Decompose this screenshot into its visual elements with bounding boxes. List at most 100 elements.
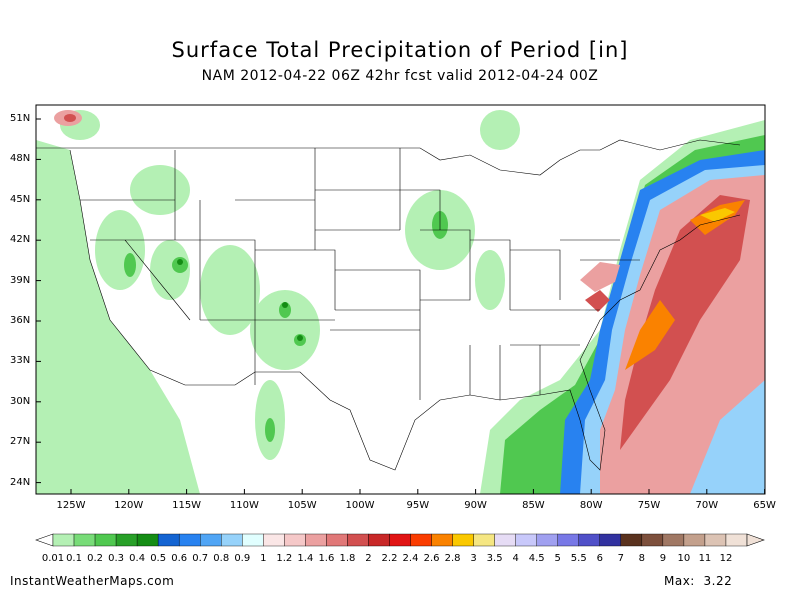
colorbar-swatch [410, 533, 432, 547]
colorbar-level-label: 1.4 [297, 553, 314, 564]
colorbar-level-label: 2.4 [402, 553, 419, 564]
colorbar-swatch [368, 533, 390, 547]
colorbar-swatch [662, 533, 685, 547]
colorbar-swatch [620, 533, 643, 547]
colorbar-swatch [200, 533, 222, 547]
colorbar-swatch [725, 533, 748, 547]
max-label: Max: [664, 574, 695, 588]
map-frame [35, 104, 766, 495]
colorbar-level-label: 4 [512, 553, 519, 564]
colorbar-level-label: 3 [470, 553, 477, 564]
colorbar-level-label: 1.2 [276, 553, 293, 564]
lat-label-51N: 51N [10, 113, 31, 124]
colorbar-swatch [515, 533, 537, 547]
colorbar-swatch [473, 533, 495, 547]
lat-label-42N: 42N [10, 234, 31, 246]
map-title: Surface Total Precipitation of Period [i… [171, 38, 629, 62]
colorbar-level-label: 0.9 [234, 553, 251, 564]
lat-label-24N: 24N [10, 476, 31, 488]
colorbar-level-label: 0.3 [108, 553, 125, 564]
colorbar-level-label: 1.8 [339, 553, 356, 564]
lat-label-33N: 33N [10, 355, 31, 367]
colorbar-swatch [178, 533, 201, 547]
colorbar-swatch [389, 533, 411, 547]
lat-label-45N: 45N [10, 193, 31, 205]
colorbar-level-label: 0.8 [213, 553, 230, 564]
colorbar-level-label: 6 [596, 553, 603, 564]
colorbar-level-label: 4.5 [528, 553, 545, 564]
colorbar-level-label: 1 [260, 553, 267, 564]
colorbar-swatch [578, 533, 600, 547]
colorbar-swatch [52, 533, 75, 547]
boundaries [36, 139, 741, 471]
colorbar-swatch [242, 533, 264, 547]
colorbar-level-label: 0.5 [150, 553, 167, 564]
lon-label-75W: 75W [637, 500, 661, 511]
colorbar [35, 533, 765, 547]
lon-label-120W: 120W [114, 500, 144, 511]
colorbar-level-label: 7 [617, 553, 624, 564]
max-value-readout: Max: 3.22 [664, 574, 732, 588]
colorbar-swatch [494, 533, 516, 547]
lon-label-95W: 95W [406, 500, 430, 511]
colorbar-swatch [305, 533, 327, 547]
colorbar-level-label: 10 [677, 553, 691, 564]
colorbar-level-label: 8 [638, 553, 646, 564]
colorbar-swatch [94, 533, 117, 547]
colorbar-swatch [73, 533, 96, 547]
credit-text: InstantWeatherMaps.com [10, 574, 175, 588]
colorbar-swatch [431, 533, 453, 547]
colorbar-level-label: 0.01 [41, 553, 65, 564]
lat-label-48N: 48N [10, 153, 31, 165]
lat-label-27N: 27N [10, 436, 31, 448]
map-subtitle: NAM 2012-04-22 06Z 42hr fcst valid 2012-… [201, 68, 599, 84]
lon-label-85W: 85W [522, 500, 545, 511]
lon-label-65W: 65W [753, 500, 776, 511]
lat-label-39N: 39N [10, 274, 31, 286]
lon-label-115W: 115W [172, 500, 202, 511]
colorbar-level-label: 0.2 [87, 553, 103, 564]
colorbar-swatch [683, 533, 706, 547]
colorbar-swatch [136, 533, 159, 547]
lon-label-90W: 90W [464, 500, 487, 511]
lon-label-110W: 110W [229, 500, 259, 511]
lon-label-125W: 125W [56, 500, 86, 511]
lon-label-70W: 70W [695, 500, 719, 511]
colorbar-level-label: 2.8 [444, 553, 461, 564]
lat-label-36N: 36N [10, 315, 31, 326]
colorbar-left-arrow [35, 533, 54, 547]
colorbar-swatch [452, 533, 474, 547]
lon-label-105W: 105W [287, 500, 317, 511]
colorbar-swatch [536, 533, 558, 547]
colorbar-right-arrow [746, 533, 765, 547]
colorbar-swatch [263, 533, 285, 547]
colorbar-swatch [157, 533, 180, 547]
colorbar-level-label: 0.1 [66, 553, 82, 564]
colorbar-level-label: 1.6 [318, 553, 335, 564]
colorbar-swatch [704, 533, 727, 547]
colorbar-level-label: 0.7 [192, 553, 209, 564]
colorbar-level-label: 3.5 [486, 553, 503, 564]
colorbar-swatch [347, 533, 369, 547]
colorbar-swatch [284, 533, 306, 547]
colorbar-level-label: 12 [719, 553, 733, 564]
colorbar-swatch [641, 533, 664, 547]
colorbar-level-label: 2.2 [381, 553, 398, 564]
colorbar-swatch [326, 533, 348, 547]
colorbar-level-label: 2 [365, 553, 372, 564]
colorbar-swatch [221, 533, 243, 547]
colorbar-swatch [115, 533, 138, 547]
colorbar-level-label: 9 [659, 553, 667, 564]
lat-label-30N: 30N [10, 395, 31, 407]
colorbar-level-label: 5 [554, 553, 561, 564]
colorbar-level-label: 0.6 [171, 553, 188, 564]
colorbar-swatch [557, 533, 579, 547]
lon-label-80W: 80W [579, 500, 603, 511]
lon-label-100W: 100W [345, 500, 375, 511]
max-value: 3.22 [703, 574, 733, 588]
colorbar-level-label: 5.5 [570, 553, 587, 564]
colorbar-swatch [599, 533, 622, 547]
colorbar-level-label: 0.4 [129, 553, 146, 564]
colorbar-level-label: 11 [698, 553, 712, 564]
